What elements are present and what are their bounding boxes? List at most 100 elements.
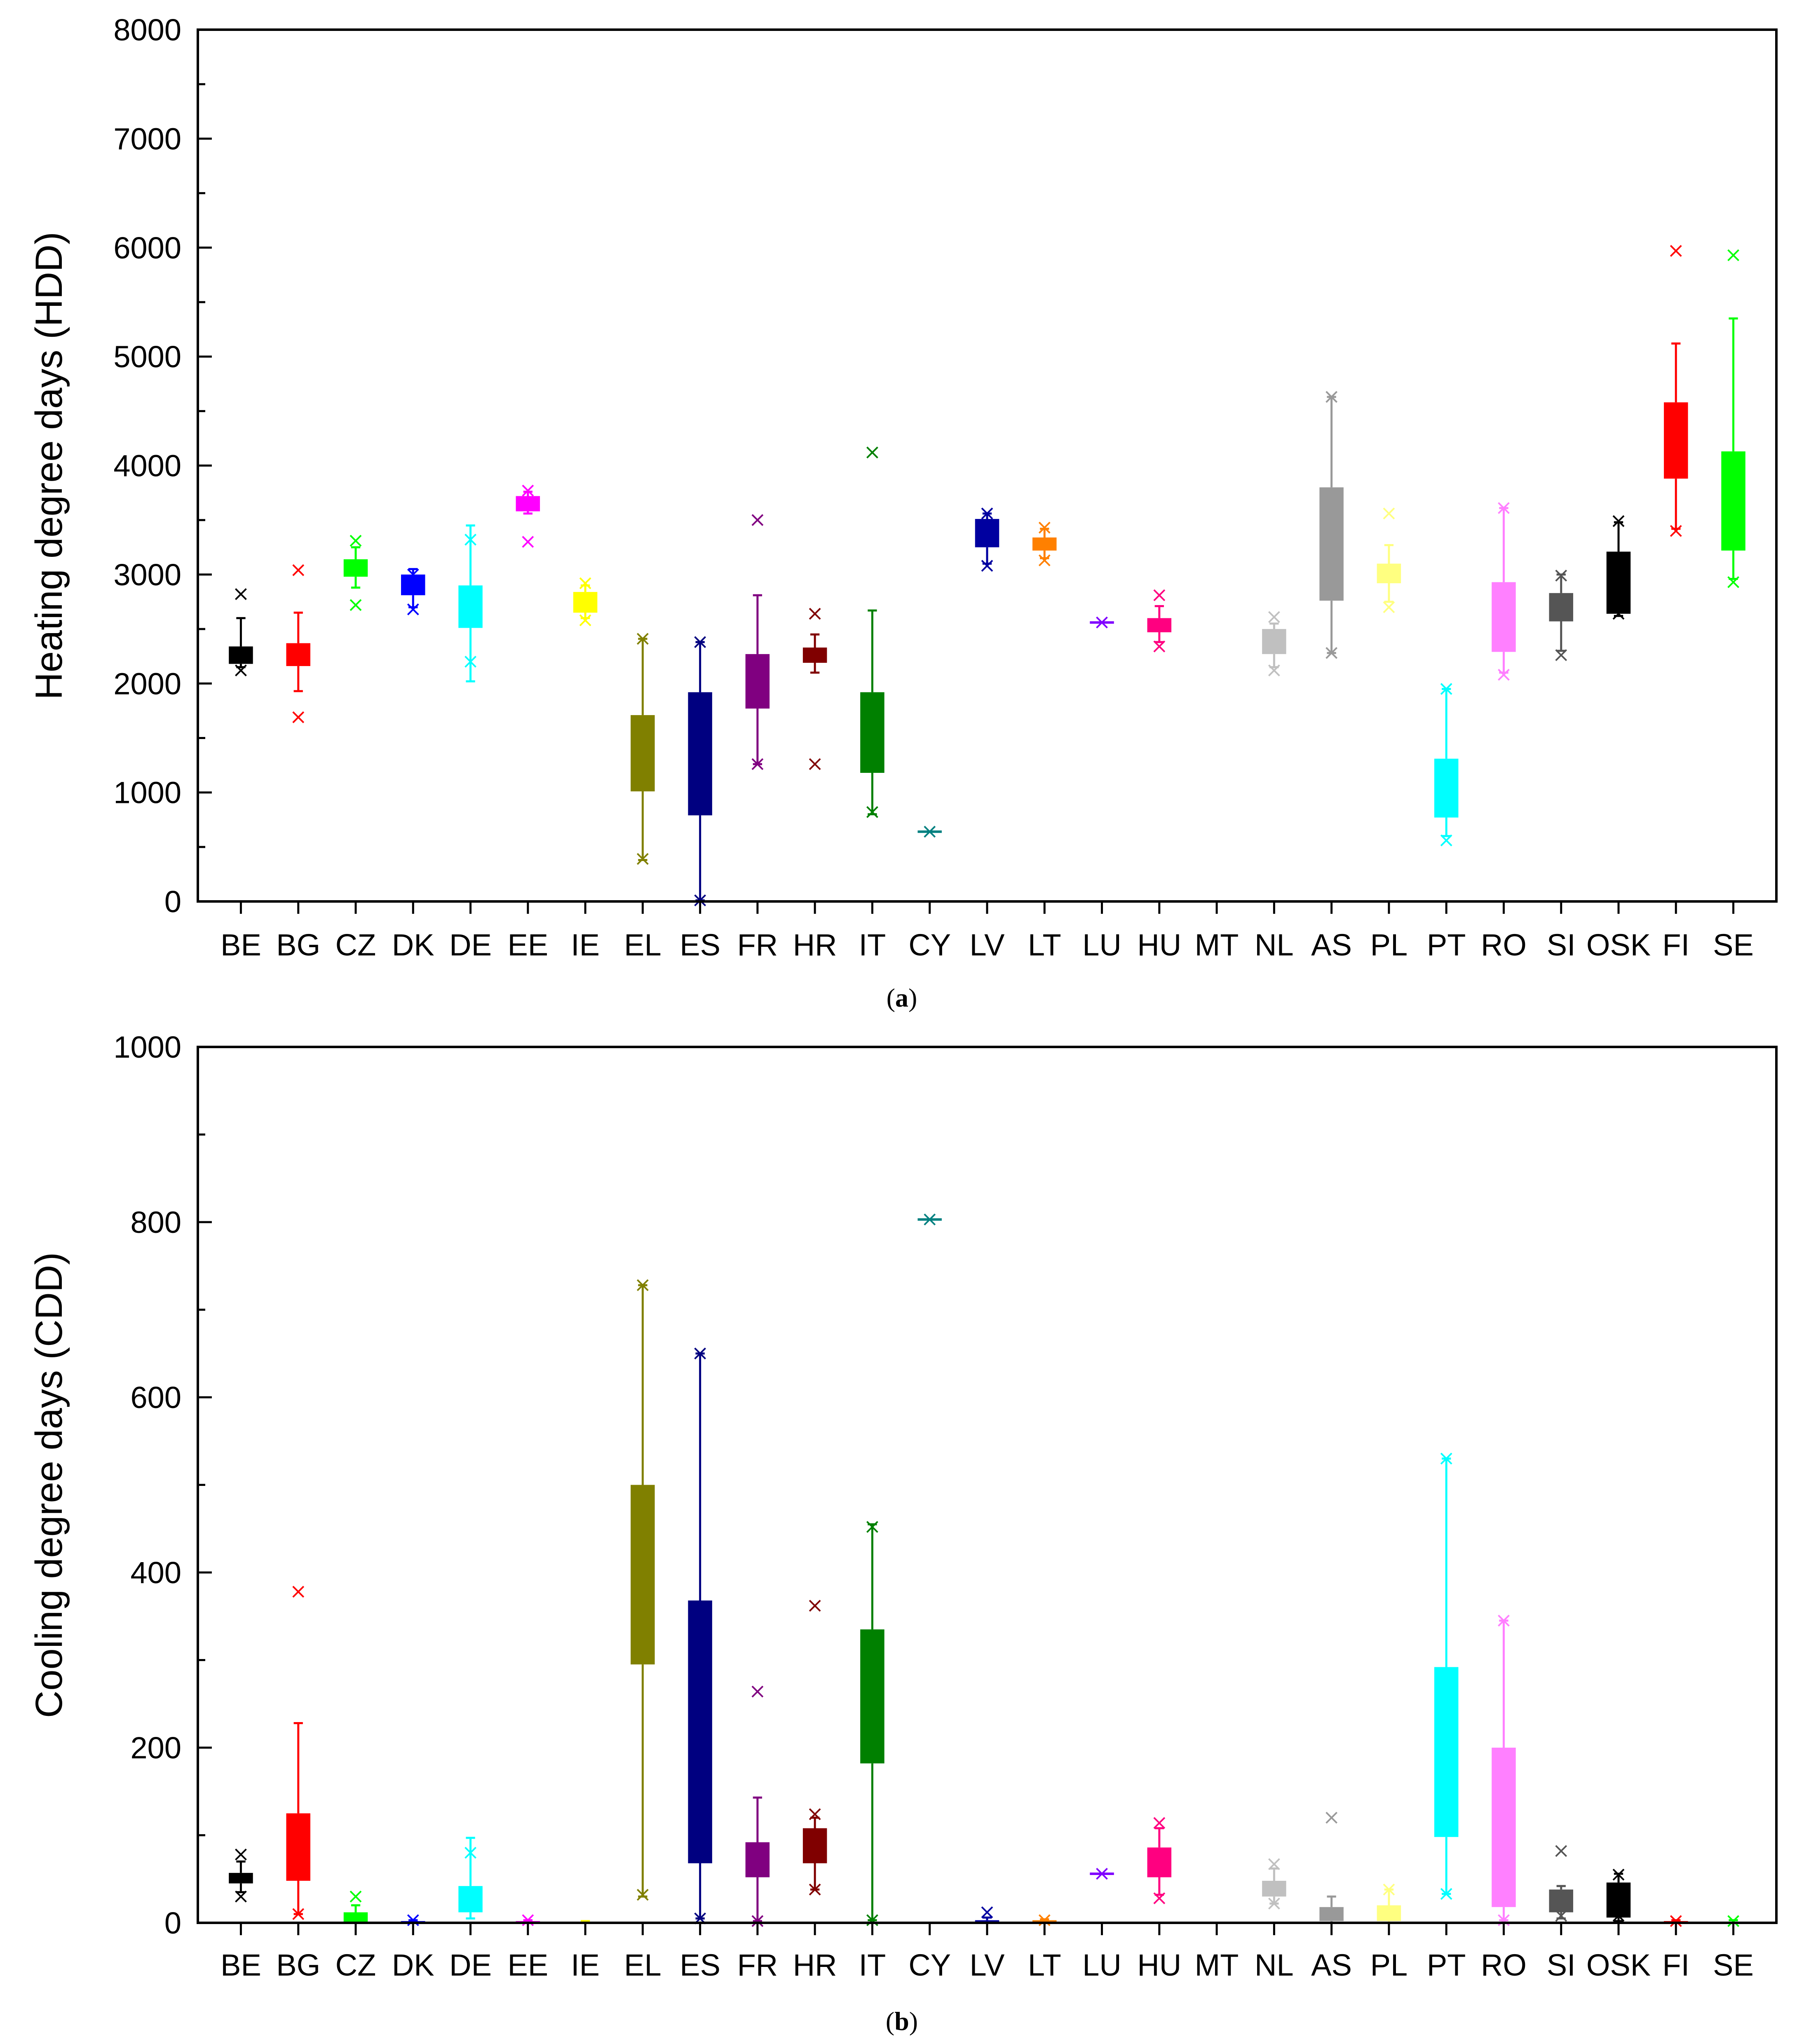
panel-a-x-tick-label-lt: LT — [1028, 928, 1061, 962]
panel-a-y-tick-label: 8000 — [113, 13, 181, 47]
box-be — [229, 1848, 253, 1903]
panel-a-x-tick-label-el: EL — [624, 928, 662, 962]
panel-a-plot-frame — [197, 28, 1778, 903]
panel-b-y-tick-label: 600 — [131, 1380, 181, 1415]
panel-a-x-tick-label-bg: BG — [276, 928, 320, 962]
outlier-point — [866, 806, 878, 818]
panel-b-y-tick-label: 200 — [131, 1731, 181, 1765]
outlier-point — [1670, 245, 1682, 257]
box-body — [1606, 1882, 1631, 1918]
box-body — [343, 1912, 368, 1922]
outlier-point — [464, 1847, 476, 1859]
box-ro — [1492, 1615, 1516, 1927]
outlier-point — [464, 533, 476, 546]
box-body — [688, 1600, 712, 1863]
box-si — [1549, 570, 1573, 661]
panel-a-x-tick-label-cy: CY — [908, 928, 951, 962]
panel-b-x-tick-label-fi: FI — [1662, 1948, 1689, 1982]
box-body — [1377, 563, 1401, 584]
box-de — [458, 1837, 483, 1920]
panel-b-x-tick-label-ee: EE — [507, 1948, 548, 1982]
box-body — [1319, 1907, 1344, 1921]
panel-b-x-tick-label-osk: OSK — [1586, 1948, 1651, 1982]
box-body — [516, 496, 540, 512]
box-body — [1549, 1889, 1573, 1913]
panel-b-x-tick-label-si: SI — [1547, 1948, 1576, 1982]
box-de — [458, 524, 483, 683]
box-body — [745, 654, 770, 709]
panel-b-x-tick-label-cz: CZ — [335, 1948, 376, 1982]
outlier-point — [1383, 601, 1395, 613]
box-body — [286, 1813, 310, 1881]
panel-b-y-tick-label: 0 — [164, 1906, 181, 1940]
panel-b-x-tick-label-mt: MT — [1195, 1948, 1239, 1982]
box-body — [802, 1828, 827, 1863]
panel-b-y-tick-label: 400 — [131, 1556, 181, 1590]
outlier-point — [1268, 1858, 1280, 1870]
panel-b-x-tick-label-hr: HR — [793, 1948, 837, 1982]
box-hr — [802, 608, 827, 770]
box-it — [860, 1521, 884, 1927]
outlier-point — [981, 507, 993, 520]
panel-b-x-tick-label-it: IT — [859, 1948, 886, 1982]
outlier-point — [235, 1848, 247, 1861]
panel-b-x-tick-label-lu: LU — [1082, 1948, 1121, 1982]
outlier-point — [1325, 647, 1338, 659]
outlier-point — [1612, 1868, 1625, 1881]
outlier-point — [636, 1889, 649, 1901]
box-body — [286, 643, 310, 666]
outlier-point — [1670, 525, 1682, 537]
box-lv — [975, 1906, 999, 1924]
box-dk — [401, 568, 425, 615]
panel-a-x-tick-label-mt: MT — [1195, 928, 1239, 962]
outlier-point — [1727, 1915, 1739, 1927]
outlier-point — [751, 1685, 764, 1698]
box-pl — [1377, 507, 1401, 613]
outlier-point — [235, 1890, 247, 1903]
outlier-point — [1268, 611, 1280, 623]
box-as — [1319, 391, 1344, 659]
box-body — [745, 1842, 770, 1877]
panel-a-caption: (a) — [887, 983, 917, 1012]
outlier-point — [407, 603, 419, 615]
panel-b-cdd: 0 200 400 600 800 1000 BE BG CZ DK DE EE IE EL ES FR HR I… — [28, 1030, 1778, 2036]
box-body — [229, 646, 253, 664]
box-nl — [1262, 611, 1286, 676]
outlier-point — [350, 535, 362, 547]
panel-a-x-tick-label-cz: CZ — [335, 928, 376, 962]
panel-b-x-tick-label-lt: LT — [1028, 1948, 1061, 1982]
outlier-point — [1325, 391, 1338, 403]
box-fr — [745, 514, 770, 770]
outlier-point — [1383, 507, 1395, 520]
outlier-point — [1038, 521, 1051, 534]
box-se — [1721, 249, 1745, 588]
outlier-point — [694, 1347, 706, 1360]
panel-a-x-tick-label-ie: IE — [571, 928, 600, 962]
outlier-point — [1670, 1915, 1682, 1927]
outlier-point — [1268, 1897, 1280, 1910]
box-body — [401, 574, 425, 596]
box-body — [573, 592, 598, 613]
box-es — [688, 1347, 712, 1924]
box-es — [688, 636, 712, 906]
box-body — [688, 692, 712, 816]
panel-b-x-tick-label-de: DE — [449, 1948, 492, 1982]
outlier-point — [1440, 1888, 1452, 1900]
panel-a-y-tick-label: 5000 — [113, 340, 181, 374]
outlier-point — [1440, 834, 1452, 847]
outlier-point — [407, 568, 419, 581]
outlier-point — [1555, 570, 1567, 582]
box-fr — [745, 1685, 770, 1927]
box-cz — [343, 1890, 368, 1924]
box-pt — [1434, 683, 1459, 847]
outlier-point — [751, 758, 764, 770]
panel-a-x-tick-label-osk: OSK — [1586, 928, 1651, 962]
panel-a-marks — [229, 245, 1745, 906]
panel-b-x-tick-label-dk: DK — [392, 1948, 434, 1982]
panel-b-x-tick-label-cy: CY — [908, 1948, 951, 1982]
panel-a-axes: 0 1000 2000 3000 4000 5000 6000 7000 8000 BE BG CZ D… — [113, 13, 1754, 962]
panel-b-axes: 0 200 400 600 800 1000 BE BG CZ DK DE EE IE EL ES FR HR I… — [113, 1030, 1754, 1982]
outlier-point — [1498, 669, 1510, 681]
outlier-point — [809, 1600, 821, 1612]
panel-b-x-tick-label-se: SE — [1713, 1948, 1754, 1982]
